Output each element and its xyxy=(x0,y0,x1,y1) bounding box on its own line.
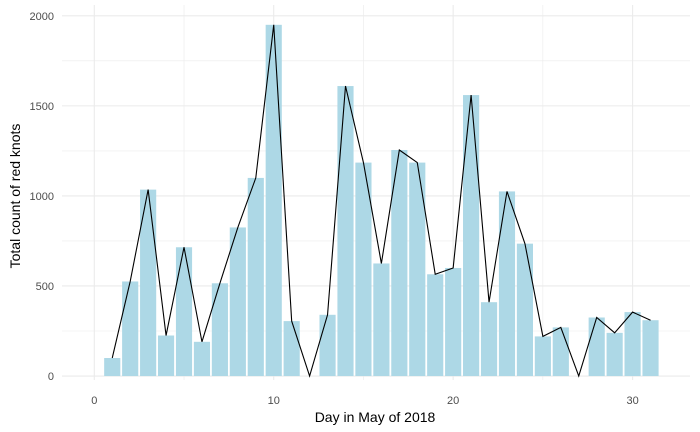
bar-day-18 xyxy=(409,162,426,377)
y-tick-label: 1500 xyxy=(30,101,54,113)
bar-day-4 xyxy=(157,335,175,377)
bar-day-17 xyxy=(391,149,408,377)
y-tick-label: 1000 xyxy=(30,191,54,203)
bar-day-31 xyxy=(642,320,659,377)
bars xyxy=(104,24,659,377)
bar-day-28 xyxy=(588,317,605,377)
bar-day-13 xyxy=(319,314,336,377)
bar-day-10 xyxy=(265,24,282,377)
bar-day-2 xyxy=(122,281,139,377)
bar-day-11 xyxy=(283,321,300,377)
bar-day-6 xyxy=(193,341,211,377)
y-tick-label: 0 xyxy=(48,371,54,383)
bar-day-26 xyxy=(552,327,569,377)
y-tick-labels: 0 500 1000 1500 2000 xyxy=(30,11,54,383)
y-axis-title: Total count of red knots xyxy=(7,124,23,269)
bar-day-14 xyxy=(337,86,354,377)
x-tick-label: 10 xyxy=(268,395,280,407)
y-tick-label: 2000 xyxy=(30,11,54,23)
bar-day-24 xyxy=(516,243,533,377)
bar-day-29 xyxy=(606,332,623,377)
y-tick-label: 500 xyxy=(36,281,54,293)
x-tick-labels: 0 10 20 30 xyxy=(91,395,638,407)
bar-day-16 xyxy=(373,263,390,377)
bar-day-21 xyxy=(463,95,480,377)
bar-day-8 xyxy=(229,227,246,377)
bar-day-15 xyxy=(355,162,372,377)
bar-day-22 xyxy=(480,302,498,377)
bar-day-9 xyxy=(247,177,264,377)
x-axis-title: Day in May of 2018 xyxy=(315,409,436,425)
bar-day-1 xyxy=(104,358,121,377)
bar-day-25 xyxy=(534,336,551,377)
x-tick-label: 0 xyxy=(91,395,97,407)
bar-day-5 xyxy=(175,247,193,377)
bar-day-19 xyxy=(427,274,444,377)
x-tick-label: 30 xyxy=(626,395,638,407)
bar-day-30 xyxy=(624,312,641,377)
x-tick-label: 20 xyxy=(447,395,459,407)
bar-day-23 xyxy=(498,191,516,377)
bar-day-20 xyxy=(445,267,462,377)
series-line xyxy=(111,24,651,378)
bar-day-7 xyxy=(211,283,228,377)
series-line-group xyxy=(111,24,651,378)
bar-day-3 xyxy=(140,189,157,377)
